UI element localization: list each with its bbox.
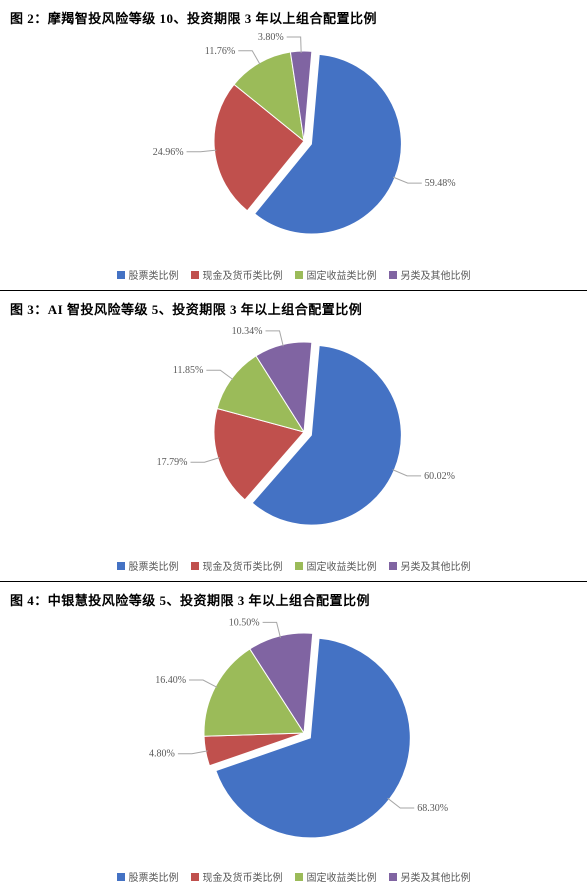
legend-item-other: 另类及其他比例 — [389, 869, 471, 884]
legend-label: 现金及货币类比例 — [203, 558, 283, 573]
legend-label: 固定收益类比例 — [307, 869, 377, 884]
figure-block: 图 3：AI 智投风险等级 5、投资期限 3 年以上组合配置比例 60.02% 17… — [0, 290, 587, 581]
figure-block: 图 4：中银慧投风险等级 5、投资期限 3 年以上组合配置比例 68.30% 4.8… — [0, 581, 587, 892]
legend: 股票类比例 现金及货币类比例 固定收益类比例 另类及其他比例 — [0, 865, 587, 886]
legend-swatch — [295, 873, 303, 881]
slice-label-cash: 4.80% — [149, 749, 175, 760]
slice-label-fixed: 11.85% — [172, 365, 202, 376]
legend-label: 固定收益类比例 — [307, 558, 377, 573]
leader-line — [265, 331, 283, 346]
slice-label-cash: 17.79% — [156, 457, 187, 468]
leader-line — [177, 751, 207, 754]
slice-label-stock: 59.48% — [424, 178, 455, 189]
leader-line — [286, 37, 301, 53]
figure-caption: 图 4：中银慧投风险等级 5、投资期限 3 年以上组合配置比例 — [0, 586, 587, 615]
legend-swatch — [295, 562, 303, 570]
legend-item-fixed: 固定收益类比例 — [295, 869, 377, 884]
legend-swatch — [389, 562, 397, 570]
legend-item-fixed: 固定收益类比例 — [295, 267, 377, 282]
pie-chart: 60.02% 17.79% 11.85% 10.34% — [14, 324, 574, 554]
legend-swatch — [191, 562, 199, 570]
legend-label: 另类及其他比例 — [401, 869, 471, 884]
leader-line — [189, 680, 217, 687]
leader-line — [206, 370, 233, 379]
legend-swatch — [389, 271, 397, 279]
legend-item-cash: 现金及货币类比例 — [191, 267, 283, 282]
leader-line — [186, 150, 216, 152]
legend-label: 现金及货币类比例 — [203, 267, 283, 282]
leader-line — [238, 51, 260, 65]
leader-line — [262, 622, 280, 638]
pie-chart: 68.30% 4.80% 16.40% 10.50% — [14, 615, 574, 865]
legend-item-cash: 现金及货币类比例 — [191, 558, 283, 573]
slice-label-fixed: 11.76% — [204, 46, 234, 57]
legend-swatch — [389, 873, 397, 881]
slice-label-other: 10.50% — [228, 617, 259, 628]
legend-swatch — [117, 271, 125, 279]
legend-label: 股票类比例 — [129, 558, 179, 573]
legend-label: 另类及其他比例 — [401, 558, 471, 573]
figure-caption: 图 3：AI 智投风险等级 5、投资期限 3 年以上组合配置比例 — [0, 295, 587, 324]
pie-chart: 59.48% 24.96% 11.76% 3.80% — [14, 33, 574, 263]
legend-label: 股票类比例 — [129, 267, 179, 282]
leader-line — [190, 458, 219, 463]
figure-caption: 图 2：摩羯智投风险等级 10、投资期限 3 年以上组合配置比例 — [0, 4, 587, 33]
legend-swatch — [117, 562, 125, 570]
slice-label-stock: 68.30% — [417, 803, 448, 814]
slice-label-fixed: 16.40% — [155, 675, 186, 686]
legend-swatch — [191, 873, 199, 881]
legend-swatch — [191, 271, 199, 279]
leader-line — [392, 470, 421, 476]
slice-label-cash: 24.96% — [152, 147, 183, 158]
legend-item-fixed: 固定收益类比例 — [295, 558, 377, 573]
slice-label-other: 10.34% — [231, 326, 262, 337]
figure-block: 图 2：摩羯智投风险等级 10、投资期限 3 年以上组合配置比例 59.48% 24… — [0, 0, 587, 290]
slice-label-other: 3.80% — [257, 33, 283, 43]
legend-label: 现金及货币类比例 — [203, 869, 283, 884]
legend-label: 固定收益类比例 — [307, 267, 377, 282]
legend-item-other: 另类及其他比例 — [389, 558, 471, 573]
legend: 股票类比例 现金及货币类比例 固定收益类比例 另类及其他比例 — [0, 554, 587, 575]
legend-item-stock: 股票类比例 — [117, 869, 179, 884]
legend-item-stock: 股票类比例 — [117, 558, 179, 573]
legend: 股票类比例 现金及货币类比例 固定收益类比例 另类及其他比例 — [0, 263, 587, 284]
legend-item-cash: 现金及货币类比例 — [191, 869, 283, 884]
legend-swatch — [295, 271, 303, 279]
legend-label: 另类及其他比例 — [401, 267, 471, 282]
legend-item-stock: 股票类比例 — [117, 267, 179, 282]
slice-label-stock: 60.02% — [424, 471, 455, 482]
legend-label: 股票类比例 — [129, 869, 179, 884]
legend-item-other: 另类及其他比例 — [389, 267, 471, 282]
leader-line — [387, 798, 414, 808]
leader-line — [393, 177, 422, 183]
legend-swatch — [117, 873, 125, 881]
